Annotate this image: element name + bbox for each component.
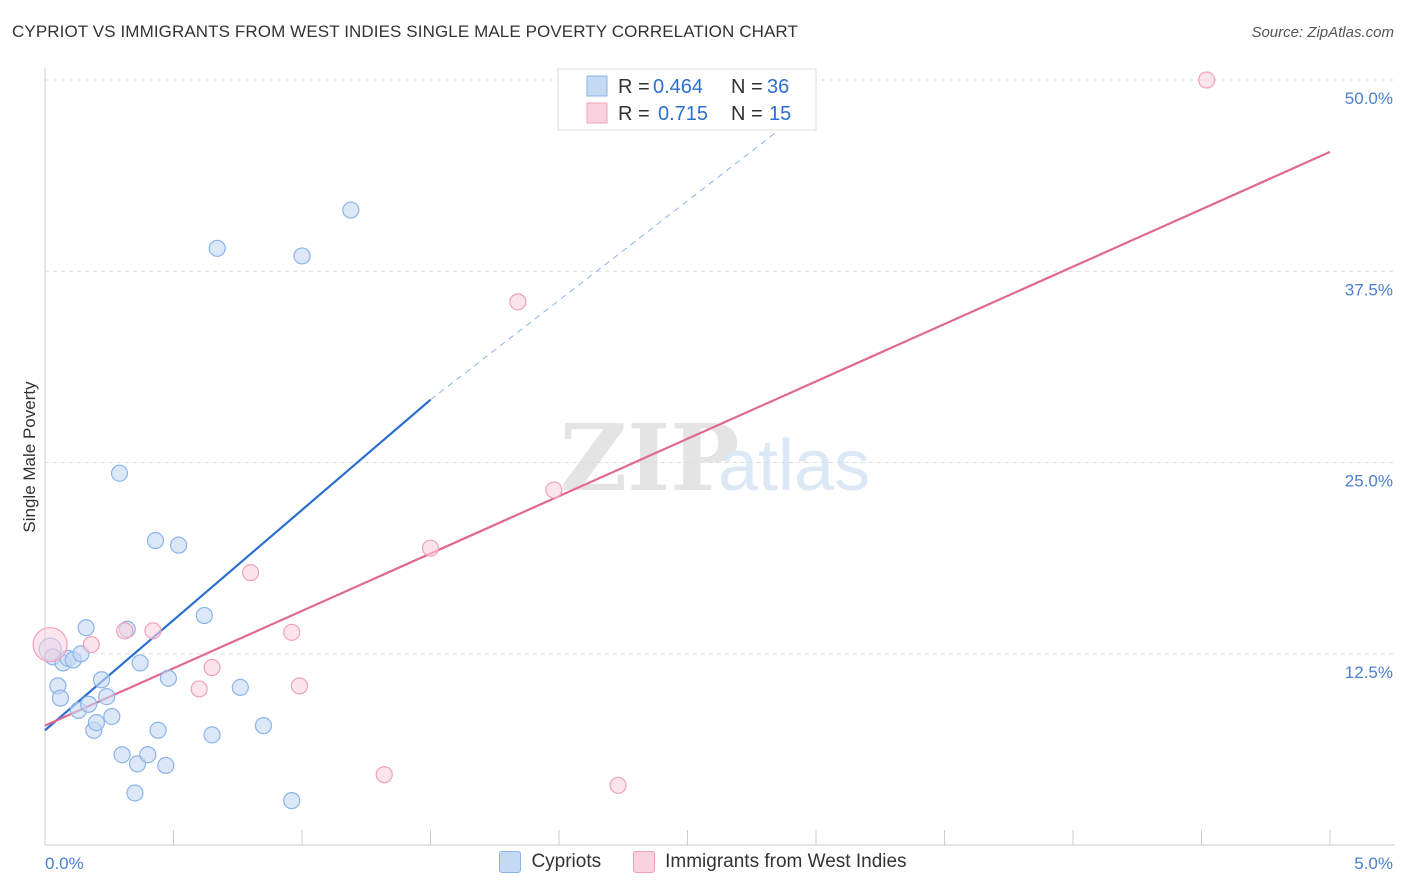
trend-extension-cypriots bbox=[430, 120, 791, 401]
point-cypriots-33 bbox=[342, 201, 360, 219]
point-west-indies-7 bbox=[283, 623, 301, 641]
point-west-indies-2 bbox=[116, 622, 134, 640]
point-west-indies-8 bbox=[290, 677, 309, 695]
point-cypriots-22 bbox=[146, 531, 165, 550]
point-cypriots-14 bbox=[98, 687, 116, 706]
point-west-indies-4 bbox=[190, 680, 208, 698]
point-cypriots-3 bbox=[51, 689, 70, 707]
point-west-indies-12 bbox=[545, 481, 563, 499]
point-cypriots-28 bbox=[208, 239, 226, 257]
point-cypriots-29 bbox=[231, 678, 249, 697]
y-tick-labels: 12.5% 25.0% 37.5% 50.0% bbox=[1345, 89, 1393, 682]
x-tick-labels: 0.0% 5.0% bbox=[45, 854, 1393, 873]
x-tick-label-min: 0.0% bbox=[45, 854, 84, 873]
point-cypriots-35 bbox=[149, 721, 167, 739]
series-legend: Cypriots Immigrants from West Indies bbox=[0, 851, 1406, 873]
point-west-indies-0 bbox=[32, 626, 68, 663]
y-tick-label-3: 50.0% bbox=[1345, 89, 1393, 108]
legend-n-label-1: N = bbox=[731, 76, 763, 98]
legend-item-west-indies[interactable]: Immigrants from West Indies bbox=[633, 851, 907, 873]
point-west-indies-14 bbox=[1198, 71, 1216, 89]
point-cypriots-9 bbox=[77, 619, 95, 637]
point-cypriots-16 bbox=[110, 464, 129, 482]
point-cypriots-21 bbox=[139, 746, 157, 764]
point-cypriots-20 bbox=[131, 654, 149, 672]
point-cypriots-13 bbox=[92, 671, 111, 689]
cypriots-swatch bbox=[499, 851, 522, 873]
point-west-indies-1 bbox=[82, 635, 100, 654]
stats-legend: R = 0.464 N = 36 R = 0.715 N = 15 bbox=[557, 68, 817, 131]
legend-swatch-cypriots bbox=[586, 75, 608, 97]
cypriots-label: Cypriots bbox=[531, 851, 602, 872]
watermark-atlas: atlas bbox=[718, 426, 870, 506]
point-cypriots-26 bbox=[195, 606, 213, 625]
point-west-indies-10 bbox=[421, 539, 440, 557]
svg-text:R =: R = bbox=[618, 76, 650, 98]
y-tick-label-1: 25.0% bbox=[1345, 472, 1393, 491]
point-cypriots-32 bbox=[293, 247, 311, 265]
point-west-indies-9 bbox=[375, 766, 393, 784]
data-points bbox=[32, 71, 1216, 810]
point-cypriots-24 bbox=[159, 669, 177, 687]
legend-r-value-2: 0.715 bbox=[658, 103, 708, 125]
legend-r-label-1: R = bbox=[618, 76, 650, 98]
x-tick-label-max: 5.0% bbox=[1354, 854, 1393, 873]
y-tick-label-2: 37.5% bbox=[1345, 280, 1393, 299]
point-cypriots-15 bbox=[103, 707, 121, 726]
watermark-zip: ZIP bbox=[560, 404, 739, 512]
west-indies-swatch bbox=[633, 851, 656, 873]
legend-n-value-1: 36 bbox=[767, 76, 789, 98]
point-cypriots-27 bbox=[203, 726, 221, 744]
point-cypriots-25 bbox=[170, 536, 188, 554]
trend-lines bbox=[44, 120, 1331, 732]
point-cypriots-34 bbox=[126, 784, 144, 802]
point-west-indies-13 bbox=[609, 776, 627, 794]
y-tick-label-0: 12.5% bbox=[1345, 663, 1393, 682]
west-indies-label: Immigrants from West Indies bbox=[665, 851, 907, 872]
axes bbox=[44, 68, 1395, 846]
trend-line-west-indies bbox=[44, 150, 1331, 727]
point-cypriots-10 bbox=[80, 695, 98, 713]
point-west-indies-3 bbox=[144, 622, 162, 640]
chart-title: CYPRIOT VS IMMIGRANTS FROM WEST INDIES S… bbox=[12, 22, 798, 41]
legend-r-label-2: R = bbox=[618, 103, 650, 125]
point-west-indies-6 bbox=[242, 564, 260, 582]
trend-line-cypriots bbox=[44, 398, 432, 732]
point-cypriots-31 bbox=[283, 792, 301, 810]
point-cypriots-17 bbox=[113, 746, 131, 764]
legend-r-value-1: 0.464 bbox=[653, 76, 703, 98]
legend-swatch-west-indies bbox=[586, 102, 608, 124]
point-cypriots-30 bbox=[254, 717, 273, 735]
legend-n-value-2: 15 bbox=[769, 103, 791, 125]
point-cypriots-12 bbox=[87, 713, 106, 732]
y-axis-title: Single Male Poverty bbox=[20, 381, 39, 533]
legend-item-cypriots[interactable]: Cypriots bbox=[499, 851, 601, 873]
point-west-indies-11 bbox=[509, 293, 527, 311]
point-cypriots-23 bbox=[157, 756, 175, 775]
watermark: ZIP atlas bbox=[560, 404, 870, 512]
source-label: Source: ZipAtlas.com bbox=[1251, 24, 1394, 41]
point-west-indies-5 bbox=[203, 658, 221, 677]
legend-n-label-2: N = bbox=[731, 103, 763, 125]
